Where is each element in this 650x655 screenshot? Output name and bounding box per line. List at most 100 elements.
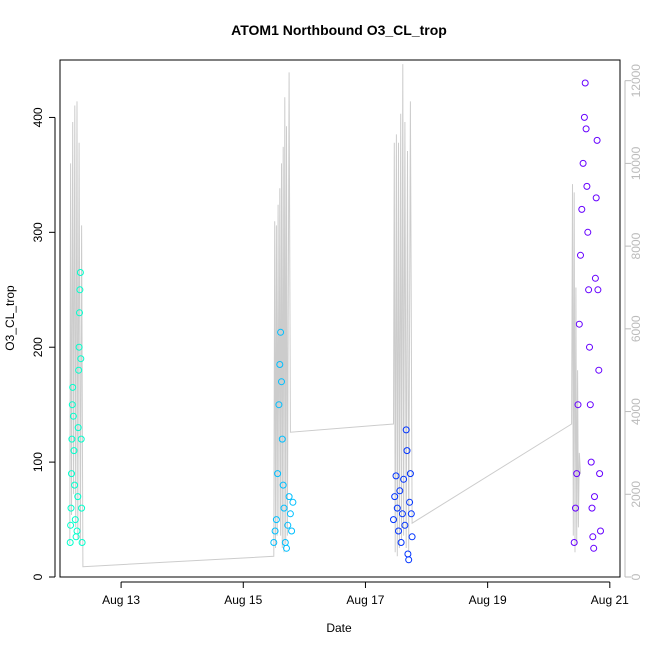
data-point-series-4 xyxy=(585,286,593,294)
y2-tick-label: 4000 xyxy=(629,398,643,425)
data-point-series-1 xyxy=(67,521,75,529)
data-point-series-2 xyxy=(278,378,285,386)
data-point-series-1 xyxy=(69,412,77,420)
y2-tick-label: 10000 xyxy=(629,146,643,180)
data-point-series-4 xyxy=(586,401,594,409)
points-layer xyxy=(66,79,604,564)
data-point-series-4 xyxy=(587,458,595,466)
data-point-series-1 xyxy=(71,481,79,489)
data-point-series-2 xyxy=(274,470,282,478)
y-tick-label: 300 xyxy=(31,222,45,242)
data-point-series-4 xyxy=(575,320,583,328)
y-tick-label: 400 xyxy=(31,107,45,127)
x-tick-label: Aug 13 xyxy=(102,593,140,607)
data-point-series-4 xyxy=(595,366,603,374)
data-point-series-4 xyxy=(597,527,604,535)
data-point-series-1 xyxy=(69,383,77,391)
data-point-series-3 xyxy=(406,498,414,506)
data-point-series-4 xyxy=(581,79,589,87)
data-point-series-2 xyxy=(276,361,284,368)
data-point-series-1 xyxy=(75,343,83,351)
data-point-series-2 xyxy=(270,539,278,546)
y-axis-label: O3_CL_trop xyxy=(3,285,17,351)
data-point-series-4 xyxy=(570,539,578,546)
data-point-series-4 xyxy=(593,136,601,144)
data-point-series-2 xyxy=(288,527,296,535)
data-point-series-4 xyxy=(578,205,586,213)
data-point-series-3 xyxy=(407,510,415,518)
data-point-series-4 xyxy=(596,470,604,478)
data-point-series-1 xyxy=(77,435,85,443)
y2-tick-label: 12000 xyxy=(629,64,643,98)
data-point-series-4 xyxy=(588,504,596,512)
data-point-series-4 xyxy=(584,228,592,236)
x-tick-label: Aug 17 xyxy=(346,593,384,607)
data-point-series-3 xyxy=(390,516,397,524)
data-point-series-3 xyxy=(403,447,411,455)
data-point-series-4 xyxy=(573,470,581,478)
data-point-series-1 xyxy=(76,286,84,294)
x-tick-label: Aug 15 xyxy=(224,593,262,607)
y-tick-label: 0 xyxy=(31,573,45,580)
chart-title: ATOM1 Northbound O3_CL_trop xyxy=(231,22,447,38)
secondary-trace-layer xyxy=(69,64,581,568)
data-point-series-1 xyxy=(70,447,78,455)
data-point-series-2 xyxy=(275,401,283,409)
data-point-series-1 xyxy=(68,401,76,409)
data-point-series-1 xyxy=(73,527,81,535)
data-point-series-3 xyxy=(402,426,410,434)
data-point-series-3 xyxy=(398,510,406,518)
data-point-series-2 xyxy=(277,328,285,336)
data-point-series-3 xyxy=(392,472,400,480)
data-point-series-3 xyxy=(396,487,404,495)
x-tick-label: Aug 21 xyxy=(591,593,629,607)
y2-tick-label: 8000 xyxy=(629,232,643,259)
data-point-series-1 xyxy=(67,504,75,512)
data-point-series-1 xyxy=(76,269,84,276)
data-point-series-4 xyxy=(594,286,602,294)
data-point-series-4 xyxy=(582,125,590,133)
axes-layer: 0100200300400020004000600080001000012000… xyxy=(31,64,643,607)
data-point-series-2 xyxy=(280,504,288,512)
data-point-series-1 xyxy=(74,424,82,432)
data-point-series-4 xyxy=(589,533,597,541)
data-point-series-1 xyxy=(76,309,83,317)
data-point-series-2 xyxy=(289,498,297,506)
y2-tick-label: 2000 xyxy=(629,481,643,508)
data-point-series-1 xyxy=(71,516,79,524)
data-point-series-3 xyxy=(404,550,412,558)
data-point-series-2 xyxy=(278,435,286,443)
secondary-trace-line xyxy=(69,64,581,568)
data-point-series-3 xyxy=(397,539,405,546)
data-point-series-1 xyxy=(78,504,86,512)
data-point-series-1 xyxy=(68,470,75,478)
data-point-series-1 xyxy=(74,493,82,501)
data-point-series-3 xyxy=(400,475,408,483)
data-point-series-4 xyxy=(591,274,599,282)
data-point-series-3 xyxy=(405,556,413,564)
y2-tick-label: 0 xyxy=(629,573,643,580)
data-point-series-1 xyxy=(66,539,74,546)
data-point-series-4 xyxy=(574,401,582,409)
data-point-series-3 xyxy=(393,504,401,512)
data-point-series-4 xyxy=(592,194,600,202)
data-point-series-2 xyxy=(279,481,287,489)
data-point-series-4 xyxy=(591,493,598,501)
x-axis-label: Date xyxy=(326,621,352,635)
data-point-series-3 xyxy=(401,521,409,529)
data-point-series-3 xyxy=(406,470,414,478)
y-tick-label: 100 xyxy=(31,452,45,472)
data-point-series-2 xyxy=(283,544,290,552)
data-point-series-4 xyxy=(579,159,587,167)
data-point-series-3 xyxy=(408,533,416,541)
data-point-series-4 xyxy=(572,504,579,512)
data-point-series-4 xyxy=(580,113,588,121)
data-point-series-3 xyxy=(395,527,402,535)
data-point-series-1 xyxy=(78,539,86,546)
data-point-series-2 xyxy=(286,510,294,518)
plot-frame xyxy=(59,59,621,578)
data-point-series-2 xyxy=(271,527,279,535)
data-point-series-4 xyxy=(583,182,591,190)
